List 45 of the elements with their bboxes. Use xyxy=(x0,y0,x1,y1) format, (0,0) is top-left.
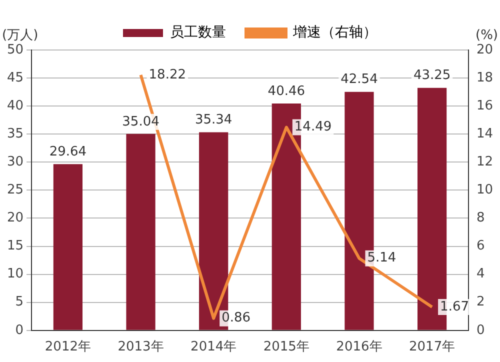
data-label: 43.25 xyxy=(413,68,451,84)
y-tick-label: 20 xyxy=(6,210,24,226)
data-label: 42.54 xyxy=(340,72,378,88)
data-label: 35.34 xyxy=(194,112,232,128)
y2-tick-label: 4 xyxy=(476,266,485,282)
y-axis-title: (万人) xyxy=(2,28,38,43)
data-label: 1.67 xyxy=(440,299,469,314)
data-label: 29.64 xyxy=(49,144,87,160)
data-label: 18.22 xyxy=(148,67,186,82)
y-tick-label: 35 xyxy=(6,126,24,142)
y2-tick-label: 12 xyxy=(476,154,494,170)
data-label: 0.86 xyxy=(222,310,251,326)
data-label: 40.46 xyxy=(268,84,306,99)
y2-tick-label: 8 xyxy=(476,210,485,226)
bar xyxy=(53,164,83,330)
y2-tick-label: 6 xyxy=(476,238,485,254)
legend-label: 增速（右轴） xyxy=(292,24,377,41)
x-tick-label: 2014年 xyxy=(190,340,237,355)
x-tick-label: 2015年 xyxy=(263,340,310,355)
y-tick-label: 40 xyxy=(6,98,24,114)
y-tick-label: 30 xyxy=(6,154,24,170)
data-label: 14.49 xyxy=(294,120,332,135)
bar xyxy=(126,134,156,330)
y2-tick-label: 2 xyxy=(476,294,485,310)
y-tick-label: 10 xyxy=(6,266,24,282)
y2-tick-label: 0 xyxy=(476,322,485,338)
y2-tick-label: 16 xyxy=(476,98,494,114)
x-tick-label: 2012年 xyxy=(44,340,91,355)
y-tick-label: 0 xyxy=(15,322,24,338)
y-tick-label: 25 xyxy=(6,182,24,198)
y-tick-label: 50 xyxy=(6,42,24,58)
x-tick-label: 2013年 xyxy=(118,340,164,355)
y2-tick-label: 14 xyxy=(476,126,494,142)
y2-tick-label: 18 xyxy=(476,70,494,86)
y-tick-label: 15 xyxy=(6,238,24,254)
data-label: 5.14 xyxy=(367,250,396,266)
y-tick-label: 5 xyxy=(15,294,24,310)
y2-tick-label: 10 xyxy=(476,182,494,198)
y2-axis-title: (%) xyxy=(476,28,498,43)
x-tick-label: 2017年 xyxy=(409,340,456,355)
data-label: 35.04 xyxy=(122,114,160,130)
y-tick-label: 45 xyxy=(6,70,24,86)
legend-label: 员工数量 xyxy=(170,24,226,41)
y2-tick-label: 20 xyxy=(476,42,494,58)
x-tick-label: 2016年 xyxy=(336,340,382,355)
